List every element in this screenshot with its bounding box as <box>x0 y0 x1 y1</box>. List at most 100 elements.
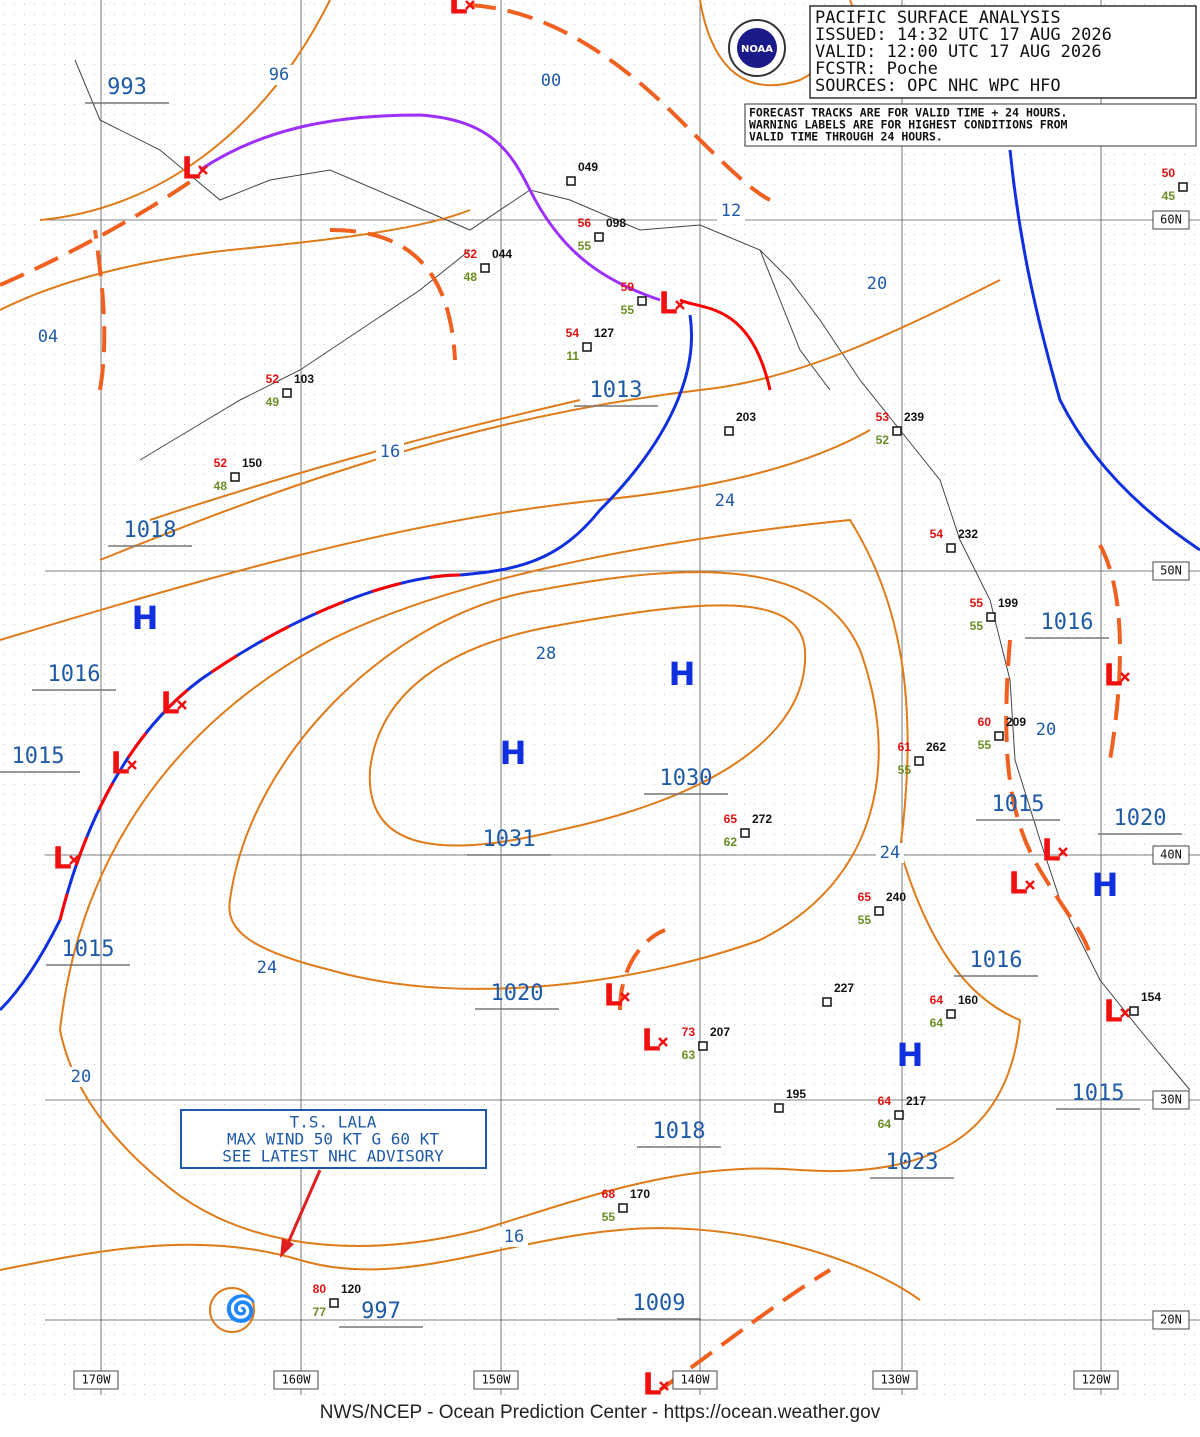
station-temperature: 56 <box>578 216 592 230</box>
station-marker <box>822 997 832 1007</box>
station-dewpoint: 48 <box>214 479 228 493</box>
troughs <box>0 3 1122 1392</box>
latitude-label: 50N <box>1160 564 1182 578</box>
isobar-label-bg <box>500 1227 528 1247</box>
low-center: L <box>641 1024 660 1059</box>
isobar-label: 96 <box>269 65 289 85</box>
longitude-label: 130W <box>881 1373 911 1387</box>
isobar-label: 20 <box>71 1067 91 1087</box>
longitude-label-box <box>473 1370 519 1390</box>
station-dewpoint: 64 <box>930 1016 944 1030</box>
longitude-label-box <box>672 1370 718 1390</box>
low-center: L <box>1008 867 1027 902</box>
station-marker <box>1129 1006 1139 1016</box>
isobar-label: 00 <box>541 71 561 91</box>
low-center-x <box>1025 880 1035 890</box>
isobar-label: 28 <box>536 644 556 664</box>
central-pressure: 1015 <box>12 744 65 769</box>
low-center: L <box>1103 995 1122 1030</box>
low-center: L <box>642 1368 661 1403</box>
high-center: H <box>500 734 527 772</box>
footer: NWS/NCEP - Ocean Prediction Center - htt… <box>320 1402 881 1423</box>
station-pressure: 127 <box>594 326 614 340</box>
advisory-box <box>180 1109 487 1169</box>
central-pressure: 1016 <box>48 662 101 687</box>
station-pressure: 160 <box>958 993 978 1007</box>
station-pressure: 103 <box>294 372 314 386</box>
station-dewpoint: 55 <box>621 303 635 317</box>
station-temperature: 53 <box>876 410 890 424</box>
longitude-label-box <box>872 1370 918 1390</box>
low-center: L <box>1041 834 1060 869</box>
tropical-storm-symbol: 🌀 <box>225 1293 257 1325</box>
note-line: WARNING LABELS ARE FOR HIGHEST CONDITION… <box>749 118 1068 132</box>
longitude-label-box <box>1073 1370 1119 1390</box>
central-pressure: 1016 <box>1041 610 1094 635</box>
station-dewpoint: 11 <box>566 349 579 363</box>
station-dewpoint: 62 <box>724 835 738 849</box>
station-pressure: 049 <box>578 160 598 174</box>
station-marker <box>724 426 734 436</box>
isobar-label-bg <box>537 71 565 91</box>
station-temperature: 59 <box>621 280 635 294</box>
low-center-x <box>1120 1008 1130 1018</box>
latitude-label-box <box>1152 845 1190 865</box>
latitude-label: 60N <box>1160 213 1182 227</box>
isobar-label: 24 <box>880 843 900 863</box>
isobar-label-bg <box>265 65 293 85</box>
station-pressure: 044 <box>492 247 512 261</box>
central-pressure: 1015 <box>1072 1081 1125 1106</box>
header-line: FCSTR: Poche <box>815 59 938 79</box>
station-pressure: 232 <box>958 527 978 541</box>
station-dewpoint: 55 <box>602 1210 616 1224</box>
isobar-label-bg <box>711 491 739 511</box>
longitude-label: 170W <box>82 1373 112 1387</box>
advisory-line: T.S. LALA <box>290 1113 377 1132</box>
low-center-x <box>198 165 208 175</box>
isobar-label: 16 <box>380 442 400 462</box>
station-marker <box>329 1298 339 1308</box>
latitude-label-box <box>1152 1090 1190 1110</box>
low-center: L <box>1103 659 1122 694</box>
station-pressure: 195 <box>786 1087 806 1101</box>
low-center-x <box>177 700 187 710</box>
isobar-label-bg <box>376 442 404 462</box>
station-temperature: 68 <box>602 1187 616 1201</box>
station-marker <box>740 828 750 838</box>
station-dewpoint: 64 <box>878 1117 892 1131</box>
station-marker <box>637 296 647 306</box>
station-dewpoint: 55 <box>578 239 592 253</box>
station-dewpoint: 63 <box>682 1048 696 1062</box>
central-pressure: 1020 <box>491 981 544 1006</box>
station-pressure: 209 <box>1006 715 1026 729</box>
low-center-x <box>675 300 685 310</box>
station-temperature: 54 <box>930 527 944 541</box>
station-pressure: 150 <box>242 456 262 470</box>
station-temperature: 61 <box>898 740 912 754</box>
low-center: L <box>658 287 677 322</box>
advisory-line: MAX WIND 50 KT G 60 KT <box>227 1130 439 1149</box>
station-pressure: 240 <box>886 890 906 904</box>
latitude-label-box <box>1152 1310 1190 1330</box>
isobar-label-bg <box>532 644 560 664</box>
low-center: L <box>52 842 71 877</box>
central-pressure: 1015 <box>992 792 1045 817</box>
longitude-label: 140W <box>681 1373 711 1387</box>
station-temperature: 52 <box>266 372 280 386</box>
isobar-label: 20 <box>1036 720 1056 740</box>
station-pressure: 262 <box>926 740 946 754</box>
station-pressure: 227 <box>834 981 854 995</box>
isobar-label-bg <box>67 1067 95 1087</box>
station-dewpoint: 48 <box>464 270 478 284</box>
station-dewpoint: 49 <box>266 395 280 409</box>
isobar-label: 20 <box>867 274 887 294</box>
station-dewpoint: 45 <box>1162 189 1176 203</box>
central-pressure: 993 <box>107 75 147 100</box>
isobar-label: 24 <box>715 491 735 511</box>
coastline <box>74 59 1191 1091</box>
station-temperature: 65 <box>724 812 738 826</box>
station-marker <box>914 756 924 766</box>
